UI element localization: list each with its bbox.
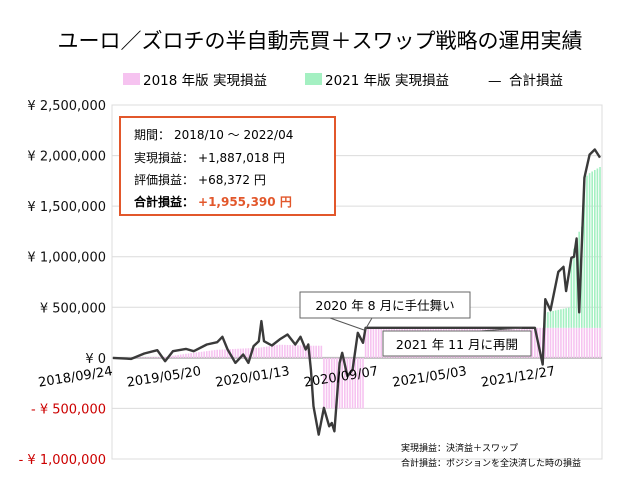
footnote-total: 合計損益：ポジションを全決済した時の損益 xyxy=(401,457,581,469)
annotation-restart-text: 2021 年 11 月に再開 xyxy=(396,337,518,352)
y-axis-labels: ¥ 2,500,000 ¥ 2,000,000 ¥ 1,500,000 ¥ 1,000… xyxy=(19,99,106,468)
legend-label-2018: 2018 年版 実現損益 xyxy=(143,73,267,89)
x-axis-labels: 2018/09/24 2019/05/20 2020/01/13 2020/09/07… xyxy=(37,364,556,391)
y-tick-label: ¥ 1,500,000 xyxy=(27,200,106,215)
x-tick-label: 2019/05/20 xyxy=(126,364,202,391)
x-tick-label: 2018/09/24 xyxy=(37,364,113,391)
svg-text:評価損益：+68,372 円: 評価損益： +68,372 円 xyxy=(134,172,266,187)
y-tick-label: - ¥ 1,000,000 xyxy=(19,453,106,468)
y-tick-label: ¥ 2,500,000 xyxy=(27,99,106,114)
realized-label: 実現損益： xyxy=(134,150,194,165)
info-box: 期間： 2018/10 ～ 2022/04 実現損益： +1,887,018 円 評… xyxy=(119,116,336,216)
y-tick-label: ¥ 2,000,000 xyxy=(27,150,106,165)
x-tick-label: 2021/12/27 xyxy=(480,364,556,391)
y-tick-label: ¥ 0 xyxy=(85,352,106,367)
footnote-realized: 実現損益：決済益＋スワップ xyxy=(401,442,518,454)
legend-line-marker: — xyxy=(488,73,502,89)
total-label: 合計損益： xyxy=(134,194,194,209)
legend-label-2021: 2021 年版 実現損益 xyxy=(325,73,449,89)
annotation-restart: 2021 年 11 月に再開 xyxy=(382,327,532,357)
svg-text:合計損益：+1,955,390 円: 合計損益： +1,955,390 円 xyxy=(134,194,292,209)
annotation-closed: 2020 年 8 月に手仕舞い xyxy=(299,291,471,331)
svg-text:期間：2018/10 ～ 2022/04: 期間： 2018/10 ～ 2022/04 xyxy=(134,128,293,142)
legend-swatch-2018 xyxy=(123,73,140,85)
svg-text:実現損益：+1,887,018 円: 実現損益： +1,887,018 円 xyxy=(134,150,285,165)
legend: 2018 年版 実現損益 2021 年版 実現損益 — 合計損益 xyxy=(123,73,563,89)
period-label: 期間： xyxy=(134,128,170,142)
realized-value: +1,887,018 円 xyxy=(198,151,285,165)
chart-title: ユーロ／ズロチの半自動売買＋スワップ戦略の運用実績 xyxy=(58,29,583,53)
legend-label-total: 合計損益 xyxy=(509,73,563,89)
y-tick-label: ¥ 1,000,000 xyxy=(27,251,106,266)
total-pnl-line xyxy=(112,148,602,436)
legend-swatch-2021 xyxy=(305,73,322,85)
unrealized-label: 評価損益： xyxy=(134,172,194,187)
x-tick-label: 2020/01/13 xyxy=(214,364,290,391)
unrealized-value: +68,372 円 xyxy=(198,173,266,187)
annotation-closed-text: 2020 年 8 月に手仕舞い xyxy=(315,298,454,313)
y-tick-label: - ¥ 500,000 xyxy=(31,402,106,417)
y-tick-label: ¥ 500,000 xyxy=(40,301,106,316)
period-value: 2018/10 ～ 2022/04 xyxy=(174,128,293,142)
x-tick-label: 2020/09/07 xyxy=(303,364,379,391)
x-tick-label: 2021/05/03 xyxy=(391,364,467,391)
total-value: +1,955,390 円 xyxy=(198,195,292,209)
